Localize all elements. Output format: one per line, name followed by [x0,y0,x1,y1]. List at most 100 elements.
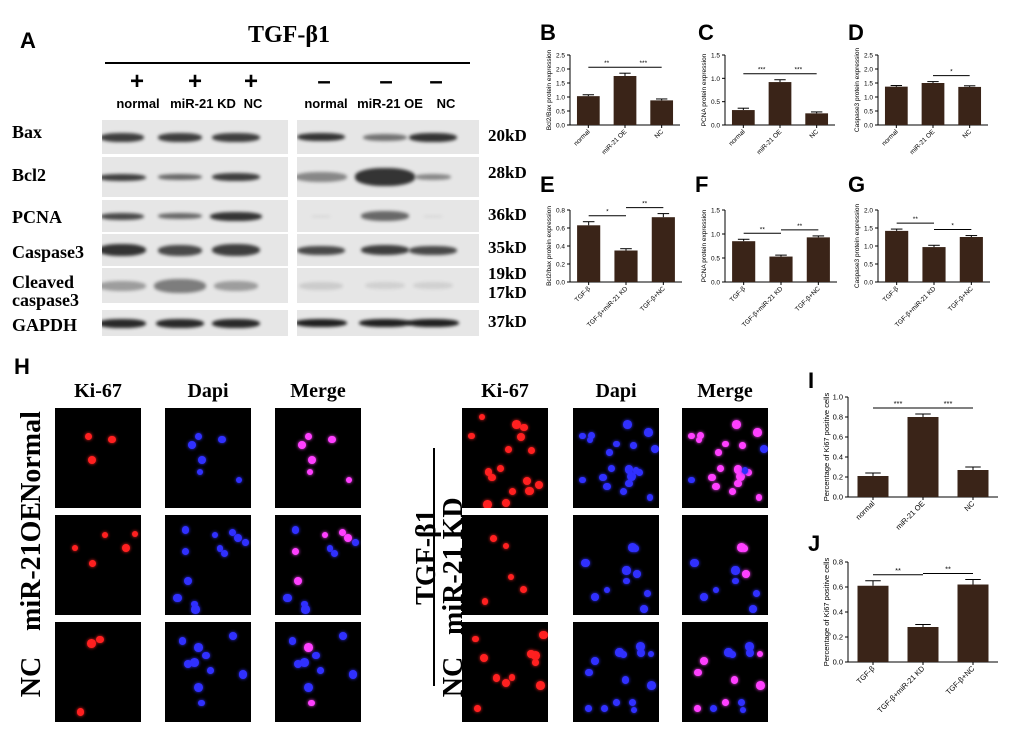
protein-label-cleaved-caspase3: Cleaved caspase3 [12,272,79,310]
cell-nucleus [473,704,481,712]
y-tick-label: 1.0 [864,244,873,251]
cell-nucleus [708,473,716,482]
cell-nucleus [690,558,699,568]
panel-label-i: I [808,368,815,393]
significance-label: *** [795,67,803,74]
y-tick-label: 2.5 [556,53,565,60]
y-tick-label: 1.5 [711,53,720,60]
x-tick-label: TGF-β+miR-21 KD [586,285,630,329]
if-row-label: miR-21OE [16,501,47,631]
cell-nucleus [584,704,592,712]
cell-nucleus [509,487,517,496]
cell-nucleus [304,643,314,652]
cell-nucleus [739,442,746,449]
cell-nucleus [328,435,336,444]
mw-label: 19kD [488,264,527,283]
cell-nucleus [233,533,243,543]
y-axis-label: Caspase3 protein expression [854,204,861,289]
protein-label-bcl2: Bcl2 [12,165,46,185]
y-tick-label: 0.0 [864,123,873,130]
x-tick-label: TGF-β+miR-21 KD [741,285,785,329]
bar [957,584,989,662]
if-micrograph [573,408,659,508]
panel-label-d: D [848,20,864,45]
cell-nucleus [308,455,317,464]
y-tick-label: 0.5 [864,109,873,116]
if-micrograph [682,622,768,722]
bar [885,230,909,282]
cell-nucleus [752,589,760,597]
cell-nucleus [756,681,766,690]
cell-nucleus [646,494,654,502]
mw-label: 35kD [488,238,527,257]
sign-plus: + [187,68,202,95]
cell-nucleus [732,577,739,585]
blot-band [212,318,260,328]
cell-nucleus [724,648,733,657]
protein-label-bax: Bax [12,122,43,142]
significance-label: ** [913,216,919,223]
cell-nucleus [721,440,729,448]
y-tick-label: 0.2 [833,473,843,482]
y-tick-label: 1.5 [711,208,720,215]
cell-nucleus [539,630,548,640]
cell-nucleus [88,455,97,464]
cell-nucleus [606,449,613,456]
significance-label: ** [945,565,951,574]
cell-nucleus [507,573,515,581]
sign-minus: – [429,68,443,95]
cell-nucleus [228,631,237,640]
cell-nucleus [536,681,546,690]
y-tick-label: 2.0 [864,208,873,215]
y-tick-label: 0.5 [864,262,873,269]
cell-nucleus [621,676,630,684]
blot-band [102,173,146,181]
cell-nucleus [194,643,204,652]
significance-label: *** [758,67,766,74]
cell-nucleus [603,586,610,594]
blot-band [355,168,415,186]
cell-nucleus [695,436,703,444]
blot-band [210,211,262,221]
blot-strip [297,200,479,232]
y-tick-label: 0.2 [833,633,843,642]
cell-nucleus [740,707,747,714]
cell-nucleus [216,545,224,552]
bar [907,417,939,497]
blot-band [297,245,345,255]
y-tick-label: 1.5 [556,81,565,88]
if-row-label: Normal [16,411,47,503]
bar [806,237,830,282]
cell-nucleus [76,708,85,716]
bar [613,76,637,125]
if-channel-label: Ki-67 [74,380,122,402]
cell-nucleus [527,650,535,658]
if-micrograph [55,515,141,615]
cell-nucleus [480,654,489,663]
cell-nucleus [338,631,347,640]
blot-band [212,173,260,181]
y-tick-label: 2.5 [864,53,873,60]
cell-nucleus [735,472,745,482]
y-tick-label: 0.0 [556,123,565,130]
cell-nucleus [321,532,328,539]
cell-nucleus [202,651,210,660]
mw-label: 37kD [488,312,527,331]
cell-nucleus [591,592,599,601]
cell-nucleus [183,659,192,668]
y-tick-label: 0.5 [556,109,565,116]
bar [576,96,600,125]
wb-column-label: miR-21 KD [170,96,236,111]
significance-label: ** [797,223,803,230]
cell-nucleus [343,533,353,543]
sign-minus: – [317,68,331,95]
cell-nucleus [535,480,544,489]
y-axis-label: Percentage of Ki67 positive cells [822,558,831,667]
y-tick-label: 1.0 [833,393,843,402]
cell-nucleus [330,549,339,558]
x-tick-label: miR-21 OE [894,499,927,532]
cell-nucleus [635,468,643,476]
y-tick-label: 0.8 [833,558,843,567]
y-tick-label: 0.0 [711,123,720,130]
